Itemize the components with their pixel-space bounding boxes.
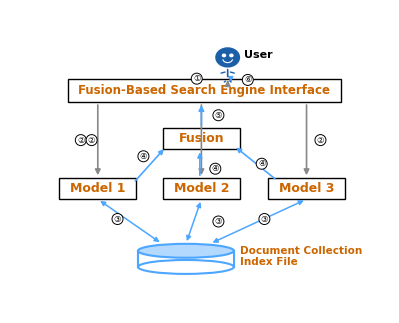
Circle shape [222,54,225,57]
Text: Model 1: Model 1 [70,182,126,195]
Text: ②: ② [317,136,324,145]
Text: User: User [244,50,273,60]
Bar [69,78,340,102]
Circle shape [216,48,239,67]
Bar [163,178,240,199]
Text: Fusion-Based Search Engine Interface: Fusion-Based Search Engine Interface [79,84,330,97]
Text: ④: ④ [211,164,219,173]
Bar [138,251,234,267]
Ellipse shape [138,244,234,258]
Bar [59,178,136,199]
Text: ③: ③ [215,217,222,226]
Bar [268,178,345,199]
Text: ③: ③ [114,214,121,224]
Text: Model 3: Model 3 [279,182,334,195]
Text: ②: ② [88,136,95,145]
Text: ④: ④ [258,159,265,168]
Text: ①: ① [193,74,201,83]
Ellipse shape [138,260,234,274]
Bar [163,128,240,150]
Text: ④: ④ [140,152,147,161]
Circle shape [230,54,233,57]
Text: ②: ② [77,136,85,145]
Text: Fusion: Fusion [179,132,224,145]
Text: ③: ③ [261,214,268,224]
Text: ⑥: ⑥ [244,76,251,84]
Text: Document Collection
Index File: Document Collection Index File [240,245,362,267]
Text: ⑤: ⑤ [215,111,222,120]
Text: Model 2: Model 2 [174,182,229,195]
